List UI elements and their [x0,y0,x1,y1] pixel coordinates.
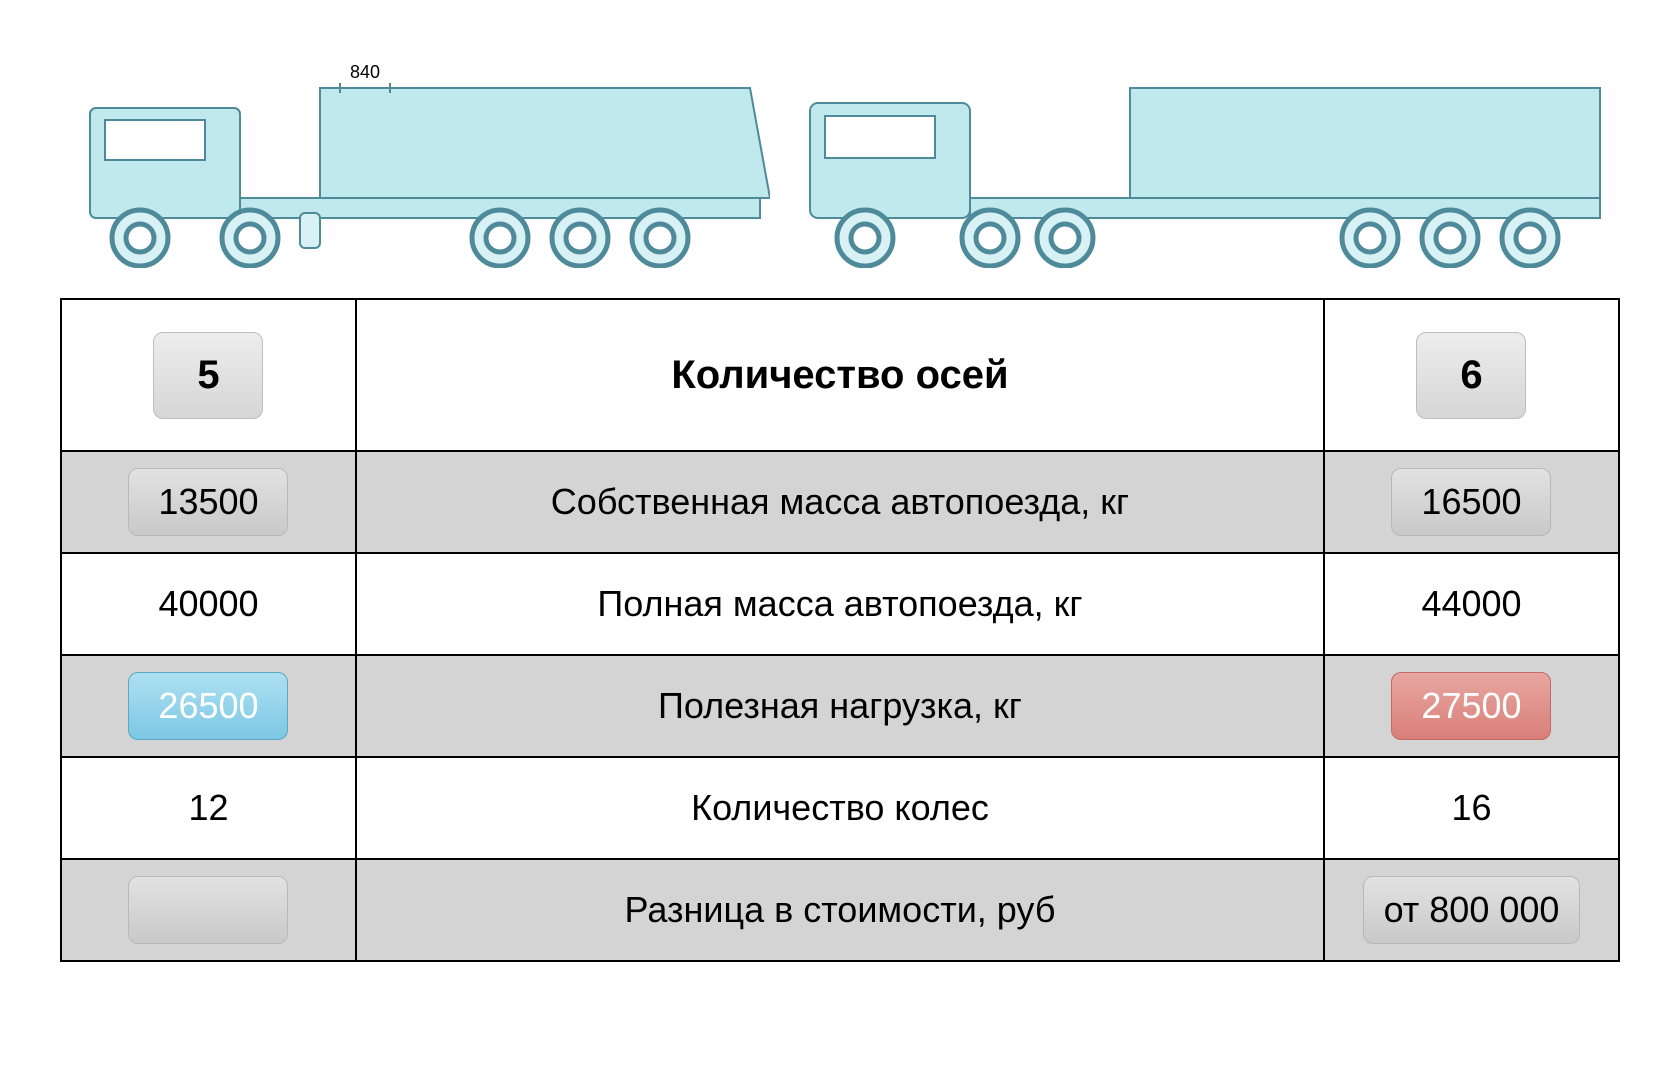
table-row: 40000 Полная масса автопоезда, кг 44000 [61,553,1619,655]
cell-right-value: 16 [1451,787,1491,828]
cell-right-value: 44000 [1421,583,1521,624]
comparison-table: 5 Количество осей 6 13500 Собственная ма… [60,298,1620,962]
cell-right-value: 16500 [1391,468,1551,536]
table-row: 12 Количество колес 16 [61,757,1619,859]
cell-mid: Количество колес [356,757,1324,859]
cell-left-value: 26500 [128,672,288,740]
cell-mid: Полная масса автопоезда, кг [356,553,1324,655]
header-right: 6 [1324,299,1619,451]
cell-mid: Собственная масса автопоезда, кг [356,451,1324,553]
table-row: 26500 Полезная нагрузка, кг 27500 [61,655,1619,757]
cell-right: от 800 000 [1324,859,1619,961]
cell-left-value: 13500 [128,468,288,536]
dim-label: 840 [350,62,380,82]
table-header-row: 5 Количество осей 6 [61,299,1619,451]
cell-left: 26500 [61,655,356,757]
truck-diagrams: 840 [60,48,1620,268]
header-left: 5 [61,299,356,451]
cell-left: 12 [61,757,356,859]
cell-left [61,859,356,961]
table-row: Разница в стоимости, руб от 800 000 [61,859,1619,961]
cell-right-value: 27500 [1391,672,1551,740]
cell-right: 16500 [1324,451,1619,553]
cell-right: 27500 [1324,655,1619,757]
table-row: 13500 Собственная масса автопоезда, кг 1… [61,451,1619,553]
cell-mid: Полезная нагрузка, кг [356,655,1324,757]
cell-left: 13500 [61,451,356,553]
cell-left: 40000 [61,553,356,655]
truck-right-icon [790,48,1610,268]
cell-left-value: 12 [188,787,228,828]
header-mid: Количество осей [356,299,1324,451]
header-right-value: 6 [1416,332,1526,419]
cell-mid: Разница в стоимости, руб [356,859,1324,961]
truck-left-icon: 840 [70,48,770,268]
cell-right-value: от 800 000 [1363,876,1581,944]
cell-left-value [128,876,288,944]
cell-right: 44000 [1324,553,1619,655]
page: 840 [0,0,1680,1066]
header-left-value: 5 [153,332,263,419]
cell-right: 16 [1324,757,1619,859]
cell-left-value: 40000 [158,583,258,624]
